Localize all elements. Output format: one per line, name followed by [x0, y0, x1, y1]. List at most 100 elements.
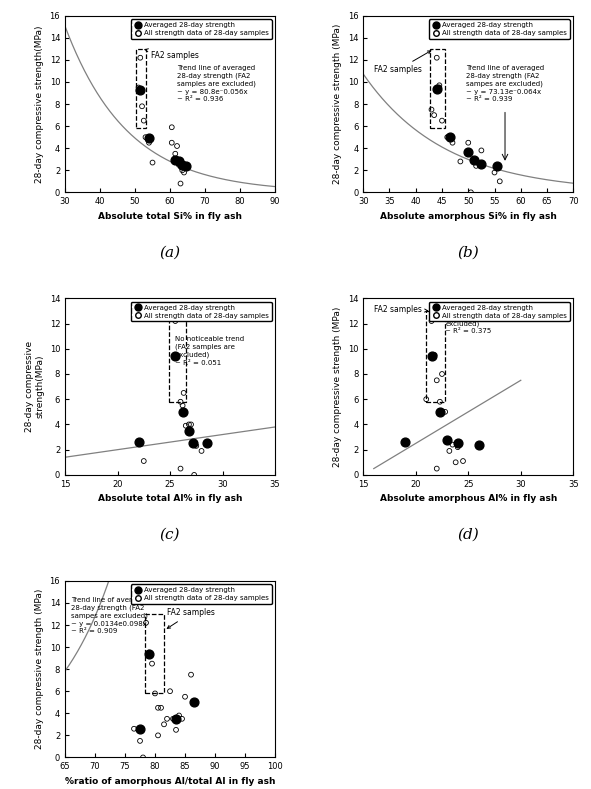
Point: [134, 436, 143, 448]
X-axis label: Absolute total Si% in fly ash: Absolute total Si% in fly ash: [98, 211, 242, 221]
Point: [430, 349, 439, 361]
Y-axis label: 28-day compressive strength(MPa): 28-day compressive strength(MPa): [35, 25, 44, 183]
Point: [179, 166, 189, 179]
Point: [432, 51, 441, 64]
Point: [434, 79, 444, 92]
Point: [156, 701, 165, 714]
Bar: [145, 614, 164, 694]
Point: [427, 315, 436, 327]
Point: [171, 154, 180, 166]
Point: [477, 157, 486, 170]
Text: Trend line of averaged
28-day strength (FA2
samples are excluded)
~ y = 80.8e⁻0.: Trend line of averaged 28-day strength (…: [177, 65, 256, 103]
Point: [190, 469, 199, 481]
Point: [167, 121, 177, 133]
Point: [440, 406, 450, 418]
Point: [495, 175, 505, 188]
Point: [492, 159, 502, 172]
X-axis label: Absolute amorphous Si% in fly ash: Absolute amorphous Si% in fly ash: [380, 211, 557, 221]
Point: [184, 418, 194, 431]
Point: [437, 368, 447, 380]
Text: (c): (c): [160, 528, 180, 542]
Point: [469, 154, 478, 166]
Text: (b): (b): [457, 245, 479, 260]
Point: [445, 131, 454, 144]
Legend: Averaged 28-day strength, All strength data of 28-day samples: Averaged 28-day strength, All strength d…: [429, 19, 570, 39]
Point: [474, 157, 483, 170]
Text: FA2 samples: FA2 samples: [145, 49, 199, 60]
Point: [180, 690, 190, 703]
Point: [171, 148, 180, 160]
Point: [181, 420, 190, 432]
Point: [144, 648, 154, 660]
Point: [466, 186, 476, 199]
Point: [427, 350, 436, 363]
Point: [202, 437, 212, 450]
Legend: Averaged 28-day strength, All strength data of 28-day samples: Averaged 28-day strength, All strength d…: [131, 585, 271, 604]
Bar: [136, 49, 146, 129]
Point: [474, 439, 483, 451]
Point: [171, 315, 180, 327]
Point: [191, 439, 201, 452]
Point: [153, 701, 163, 714]
Point: [197, 445, 206, 458]
Point: [432, 82, 441, 95]
Text: Rough linear trend
(FA2 samples are
excluded)
~ R² = 0.375: Rough linear trend (FA2 samples are excl…: [445, 305, 510, 334]
Point: [139, 114, 148, 127]
X-axis label: %ratio of amorphous Al/total Al in fly ash: %ratio of amorphous Al/total Al in fly a…: [65, 777, 275, 786]
Point: [181, 159, 190, 172]
Point: [168, 712, 178, 725]
Point: [451, 456, 460, 469]
Point: [443, 131, 452, 144]
Point: [174, 159, 183, 171]
Point: [189, 437, 198, 450]
Point: [477, 144, 486, 157]
Point: [134, 436, 143, 448]
Point: [160, 718, 169, 731]
Point: [434, 81, 444, 94]
Point: [171, 350, 180, 363]
Text: FA2 samples: FA2 samples: [181, 311, 237, 323]
Point: [141, 131, 150, 144]
Point: [173, 140, 182, 152]
Bar: [430, 49, 444, 129]
Text: FA2 samples: FA2 samples: [374, 50, 431, 74]
Point: [469, 154, 478, 166]
Point: [174, 155, 183, 168]
Point: [148, 156, 157, 169]
Point: [448, 136, 457, 149]
Point: [202, 437, 212, 450]
Text: No noticeable trend
(FA2 samples are
excluded)
~ R² = 0.051: No noticeable trend (FA2 samples are exc…: [176, 336, 245, 365]
Point: [430, 109, 439, 122]
Point: [153, 729, 163, 742]
Point: [453, 437, 463, 450]
Y-axis label: 28-day compressive strength (MPa): 28-day compressive strength (MPa): [35, 589, 44, 750]
Point: [432, 374, 441, 387]
Point: [456, 155, 465, 168]
Point: [144, 646, 154, 659]
Point: [421, 393, 431, 406]
Point: [177, 164, 187, 177]
Point: [474, 439, 483, 451]
Text: (a): (a): [160, 245, 181, 260]
Point: [144, 132, 154, 144]
Point: [135, 84, 145, 96]
Point: [189, 696, 199, 709]
Text: Trend line of averaged
28-day strength (FA2
sampes are excluded)
~ y = 73.13e⁻0.: Trend line of averaged 28-day strength (…: [466, 65, 544, 103]
Point: [177, 712, 187, 725]
Point: [401, 436, 410, 448]
Point: [444, 445, 454, 458]
Y-axis label: 28-day compressive strength (MPa): 28-day compressive strength (MPa): [333, 306, 342, 467]
Point: [171, 349, 180, 361]
Point: [184, 424, 194, 437]
Point: [458, 454, 467, 467]
Legend: Averaged 28-day strength, All strength data of 28-day samples: Averaged 28-day strength, All strength d…: [429, 301, 570, 321]
Point: [435, 406, 444, 418]
Text: FA2 samples: FA2 samples: [374, 305, 428, 313]
Text: (d): (d): [457, 528, 479, 542]
Point: [147, 657, 157, 670]
Point: [179, 387, 189, 399]
Point: [139, 454, 148, 467]
Point: [165, 685, 175, 697]
Y-axis label: 28-day compressive
strength(MPa): 28-day compressive strength(MPa): [25, 341, 44, 432]
Point: [435, 395, 444, 408]
